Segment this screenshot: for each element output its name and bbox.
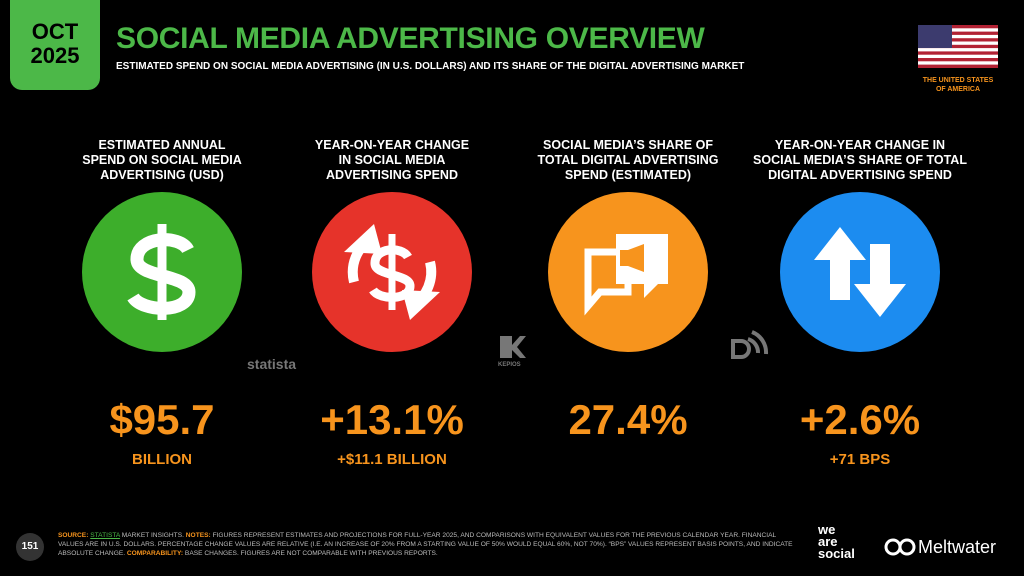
label-line: DIGITAL ADVERTISING SPEND: [768, 168, 952, 182]
label-line: SPEND ON SOCIAL MEDIA: [82, 153, 242, 167]
kpi-value: 27.4%: [568, 396, 688, 443]
label-line: SOCIAL MEDIA’S SHARE OF TOTAL: [753, 153, 967, 167]
country: THE UNITED STATES OF AMERICA: [905, 76, 1011, 94]
year: 2025: [30, 43, 80, 68]
kpi-sub: BILLION: [132, 451, 192, 468]
title: SOCIAL MEDIA ADVERTISING OVERVIEW: [116, 22, 705, 55]
wordmark-line: are: [818, 534, 838, 549]
source-link[interactable]: STATISTA: [90, 532, 120, 539]
page-number: 151: [21, 541, 39, 552]
label-line: ADVERTISING (USD): [100, 168, 224, 182]
source-text: MARKET INSIGHTS.: [121, 532, 184, 539]
wordmark-line: we: [818, 522, 836, 537]
meltwater-mark: [884, 538, 916, 556]
comparability-text: BASE CHANGES. FIGURES ARE NOT COMPARABLE…: [184, 550, 438, 557]
icon-dollar: [82, 192, 242, 352]
wordmark-line: social: [818, 546, 855, 561]
label-line: TOTAL DIGITAL ADVERTISING: [537, 153, 719, 167]
kpi-value: $95.7: [109, 396, 215, 443]
icon-arrows: [780, 192, 940, 352]
kpi-label: YEAR-ON-YEAR CHANGE IN SOCIAL MEDIA’S SHA…: [745, 138, 975, 183]
kpi-value: +13.1%: [320, 396, 464, 443]
label-line: YEAR-ON-YEAR CHANGE: [314, 138, 470, 152]
kpi-value: +2.6%: [799, 396, 921, 443]
kpi-label: SOCIAL MEDIA’S SHARE OF TOTAL DIGITAL ADV…: [513, 138, 743, 183]
label-line: IN SOCIAL MEDIA: [338, 153, 446, 167]
kpi-label: ESTIMATED ANNUAL SPEND ON SOCIAL MEDIA ADV…: [47, 138, 277, 183]
label-line: SOCIAL MEDIA’S SHARE OF: [543, 138, 713, 152]
meltwater-logo: Meltwater: [918, 537, 997, 557]
comparability-label: COMPARABILITY:: [126, 550, 184, 557]
page-badge: [16, 533, 44, 561]
label-line: SPEND (ESTIMATED): [564, 168, 692, 182]
kpi-sub: +71 BPS: [829, 451, 891, 468]
date-badge: OCT 2025: [10, 0, 100, 90]
label-line: YEAR-ON-YEAR CHANGE IN: [774, 138, 946, 152]
we-are-social: we are social: [818, 522, 855, 561]
kpi-sub: +$11.1 BILLION: [337, 451, 447, 468]
kpi-label: YEAR-ON-YEAR CHANGE IN SOCIAL MEDIA ADVERT…: [277, 138, 507, 183]
datareportal-mark: [731, 330, 769, 359]
notes-text: FIGURES REPRESENT ESTIMATES AND PROJECTI…: [58, 532, 793, 557]
month: OCT: [31, 19, 79, 44]
kepios-logo: KEPIOS: [498, 362, 521, 368]
subtitle: ESTIMATED SPEND ON SOCIAL MEDIA ADVERTIS…: [116, 61, 745, 72]
notes-label: NOTES:: [185, 532, 211, 539]
flag: [918, 25, 998, 68]
icon-change: [312, 192, 472, 352]
kepios-mark: [500, 336, 526, 358]
country-line: THE UNITED STATES: [922, 77, 994, 84]
country-line: OF AMERICA: [935, 86, 981, 93]
label-line: ADVERTISING SPEND: [326, 168, 458, 182]
statista-logo: statista: [247, 356, 297, 372]
icon-share: [548, 192, 708, 352]
footer-notes: SOURCE: STATISTA MARKET INSIGHTS. NOTES:…: [58, 531, 798, 558]
label-line: ESTIMATED ANNUAL: [98, 138, 226, 152]
source-label: SOURCE:: [58, 532, 89, 539]
